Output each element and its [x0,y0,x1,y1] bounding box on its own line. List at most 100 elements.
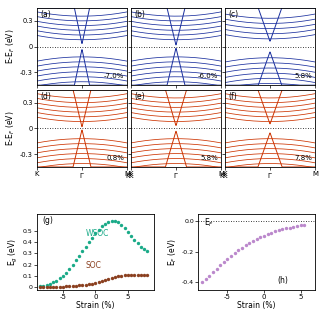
X-axis label: Strain (%): Strain (%) [237,301,276,310]
Point [67,284,72,289]
Point [228,253,234,259]
Point [47,284,52,290]
Point [294,223,300,228]
Point [298,223,303,228]
Point [138,244,143,249]
Point [51,280,56,285]
Point [145,249,150,254]
Point [60,284,65,289]
Point [63,284,68,289]
Text: 5.8%: 5.8% [295,73,313,79]
Point [51,284,56,290]
Point [122,226,127,231]
Point [247,241,252,246]
Point [265,231,270,236]
X-axis label: Strain (%): Strain (%) [76,301,115,310]
Point [214,266,219,271]
Point [236,248,241,253]
Text: (b): (b) [134,10,145,19]
Point [243,243,248,248]
Point [280,227,285,232]
Point [207,273,212,278]
Point [37,284,43,290]
Point [41,283,46,288]
Point [60,274,65,279]
Text: (d): (d) [40,92,51,101]
Point [112,219,117,224]
Point [218,263,223,268]
Text: SOC: SOC [86,261,102,270]
Point [76,283,82,288]
Point [90,235,95,240]
Point [102,278,108,283]
Point [284,226,289,231]
Point [70,283,75,288]
Point [80,249,85,254]
Point [99,279,104,284]
Text: (c): (c) [228,10,238,19]
Point [240,245,245,250]
Point [93,230,98,236]
Point [86,282,91,287]
Text: WSOC: WSOC [86,229,109,238]
Point [125,273,130,278]
Point [54,278,59,283]
Point [125,229,130,235]
Point [251,238,256,244]
Point [96,227,101,232]
Point [254,236,259,242]
Text: -7.0%: -7.0% [104,73,124,79]
Point [73,258,78,263]
Point [90,281,95,286]
Point [122,273,127,278]
Point [106,277,111,282]
Text: (g): (g) [43,216,53,225]
Point [44,283,49,288]
Point [199,279,204,284]
Point [70,262,75,267]
Point [221,260,226,265]
Point [109,276,114,281]
Y-axis label: E$_g$ (eV): E$_g$ (eV) [7,238,20,266]
Point [119,222,124,227]
Point [135,241,140,246]
Point [93,281,98,286]
Y-axis label: E$_F$ (eV): E$_F$ (eV) [167,238,179,266]
Point [44,284,49,290]
Point [302,222,307,228]
Text: K: K [223,173,227,179]
Text: (h): (h) [278,276,289,285]
Text: 0.8%: 0.8% [107,155,124,161]
Text: -6.0%: -6.0% [198,73,219,79]
Point [261,233,267,238]
Text: (f): (f) [228,92,237,101]
Text: K: K [129,173,133,179]
Point [99,224,104,229]
Point [116,274,121,279]
Point [83,244,88,249]
Point [287,225,292,230]
Point [116,220,121,225]
Point [67,267,72,272]
Point [112,275,117,280]
Point [258,235,263,240]
Point [102,221,108,227]
Point [225,256,230,261]
Point [232,251,237,256]
Point [132,273,137,278]
Point [141,273,147,278]
Text: E$_F$: E$_F$ [204,216,214,229]
Point [73,283,78,288]
Text: (e): (e) [134,92,145,101]
Text: K: K [219,173,223,179]
Point [276,228,281,233]
Point [138,273,143,278]
Point [145,273,150,278]
Point [47,281,52,286]
Point [128,273,133,278]
Point [269,230,274,235]
Point [76,253,82,258]
Point [57,276,62,281]
Point [291,224,296,229]
Point [210,270,215,275]
